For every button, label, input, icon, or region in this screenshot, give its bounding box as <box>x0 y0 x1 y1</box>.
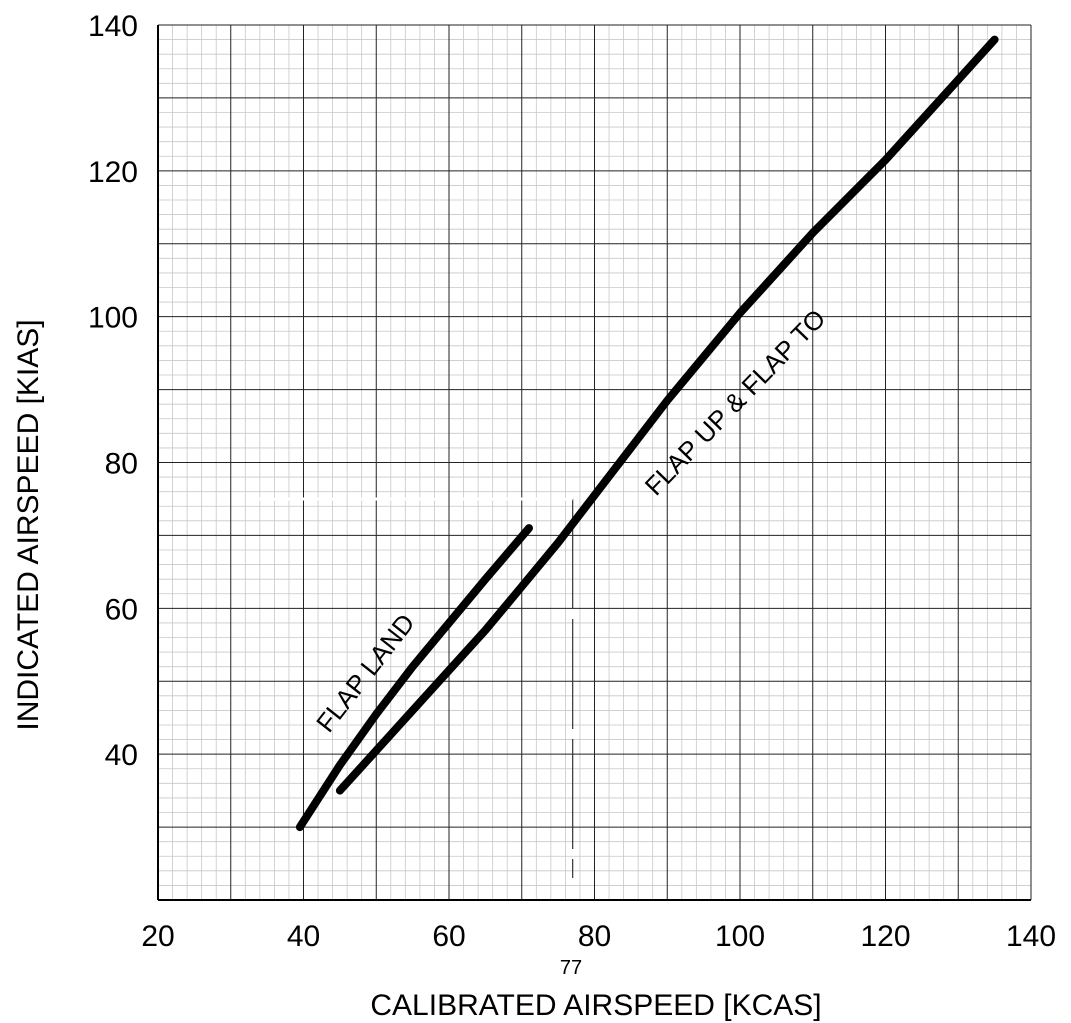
x-tick-label: 40 <box>287 920 320 953</box>
data-series <box>295 35 999 832</box>
x-tick-label: 20 <box>141 920 174 953</box>
x-tick-label: 80 <box>578 920 611 953</box>
y-tick-label: 140 <box>88 10 138 43</box>
x-tick-label: 120 <box>860 920 910 953</box>
y-tick-label: 80 <box>105 448 138 481</box>
tick-labels: 20 40 60 80 100 120 140 40 60 80 100 120 140 <box>88 10 1056 953</box>
series-line-flap-up-to <box>335 35 999 795</box>
y-tick-label: 40 <box>105 739 138 772</box>
series-line-flap-land <box>295 524 533 832</box>
x-axis-label: CALIBRATED AIRSPEED [KCAS] <box>370 989 821 1022</box>
y-tick-label: 60 <box>105 593 138 626</box>
reference-lines <box>252 497 574 878</box>
x-tick-label: 100 <box>715 920 765 953</box>
y-axis-label: INDICATED AIRSPEED [KIAS] <box>12 319 45 730</box>
reference-x-label: 77 <box>560 957 582 979</box>
y-tick-label: 100 <box>88 302 138 335</box>
y-tick-label: 120 <box>88 156 138 189</box>
x-tick-label: 140 <box>1006 920 1056 953</box>
axes <box>157 25 1031 901</box>
x-tick-label: 60 <box>432 920 465 953</box>
